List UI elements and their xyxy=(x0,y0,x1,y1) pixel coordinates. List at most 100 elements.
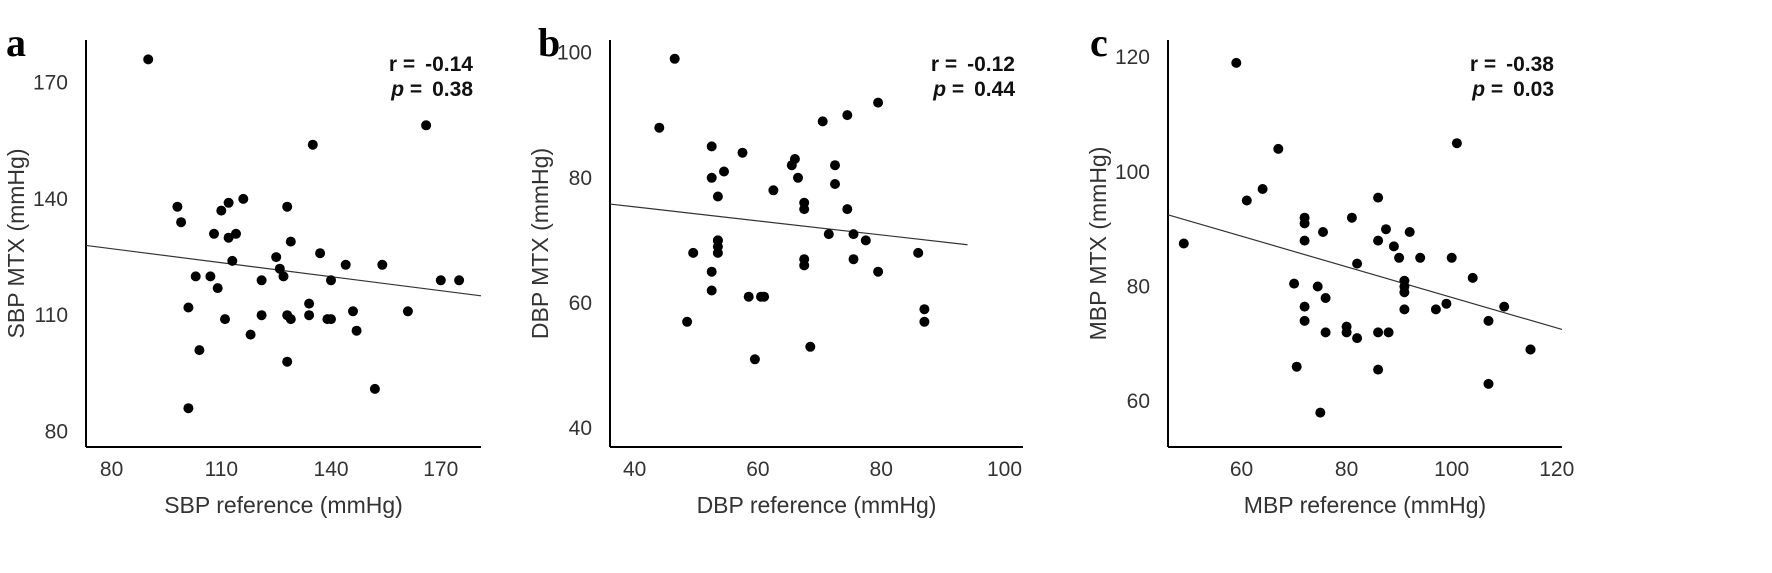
r-statistic: r = -0.38 xyxy=(1470,53,1554,76)
data-point xyxy=(231,228,241,239)
data-point xyxy=(873,97,884,108)
data-point xyxy=(1373,364,1384,375)
data-point xyxy=(682,316,693,327)
p-statistic: p = 0.38 xyxy=(390,78,473,101)
r-label: r = xyxy=(1470,53,1496,76)
y-axis-title: DBP MTX (mmHg) xyxy=(527,148,553,339)
data-point xyxy=(377,259,388,270)
data-point xyxy=(1289,278,1300,289)
p-value: 0.38 xyxy=(432,78,473,101)
data-point xyxy=(919,304,930,315)
data-point xyxy=(1430,304,1441,315)
data-point xyxy=(706,266,717,277)
data-point xyxy=(805,341,816,352)
x-tick-labels: 60 80 100 120 xyxy=(1230,458,1574,481)
data-point xyxy=(1404,227,1415,237)
data-point xyxy=(183,302,194,313)
data-point xyxy=(282,356,293,367)
data-point xyxy=(706,172,717,183)
p-equals: = xyxy=(404,78,422,101)
data-point xyxy=(369,383,380,394)
x-tick-labels: 80 110 140 170 xyxy=(100,458,458,481)
p-statistic: p = 0.03 xyxy=(1471,78,1554,101)
data-point xyxy=(1383,327,1394,338)
data-point xyxy=(307,139,318,150)
data-point xyxy=(1341,327,1352,338)
x-axis-title: MBP reference (mmHg) xyxy=(1244,492,1486,518)
data-point xyxy=(1373,235,1384,246)
r-value: -0.38 xyxy=(1506,53,1554,76)
data-point xyxy=(669,53,680,64)
data-point xyxy=(1291,361,1302,372)
data-point xyxy=(1318,227,1328,237)
data-point xyxy=(860,235,871,246)
data-point xyxy=(799,260,810,271)
data-point xyxy=(1352,333,1363,344)
data-point xyxy=(1178,238,1189,249)
data-point xyxy=(1352,258,1363,269)
data-point xyxy=(759,291,770,302)
data-points xyxy=(654,53,930,365)
data-point xyxy=(1381,224,1391,235)
data-point xyxy=(1320,327,1331,338)
scatter-panel-a: a 80 110 140 170 80 110 140 170 SBP reference … xyxy=(3,20,482,518)
data-point xyxy=(842,204,853,215)
scatter-panel-c: c 60 80 100 120 60 80 100 120 MBP reference (m… xyxy=(1085,20,1574,518)
data-point xyxy=(256,275,267,286)
data-point xyxy=(209,228,219,239)
data-point xyxy=(285,314,296,325)
y-tick-labels: 80 110 140 170 xyxy=(33,72,68,444)
data-point xyxy=(216,205,227,216)
x-tick-label: 100 xyxy=(987,458,1022,481)
data-point xyxy=(274,263,285,274)
data-point xyxy=(913,247,924,258)
panel-label-a: a xyxy=(6,20,26,65)
panel-label-c: c xyxy=(1090,20,1108,65)
data-points xyxy=(143,54,465,414)
p-statistic: p = 0.44 xyxy=(932,78,1015,101)
p-label: p xyxy=(932,78,946,101)
data-point xyxy=(1257,184,1268,194)
y-tick-label: 80 xyxy=(1127,275,1150,298)
data-point xyxy=(340,259,351,270)
data-point xyxy=(817,116,828,127)
scatter-panel-b: b 40 60 80 100 40 60 80 100 DBP reference (mmH… xyxy=(527,20,1023,518)
data-point xyxy=(719,166,729,177)
data-point xyxy=(1399,304,1410,315)
p-value: 0.03 xyxy=(1513,78,1554,101)
data-point xyxy=(737,147,748,158)
data-point xyxy=(1241,195,1252,206)
y-tick-label: 100 xyxy=(557,42,592,65)
data-point xyxy=(743,291,754,302)
data-point xyxy=(688,247,699,258)
p-value: 0.44 xyxy=(974,78,1015,101)
data-point xyxy=(223,232,234,243)
data-point xyxy=(1273,143,1284,154)
data-points xyxy=(1178,57,1536,418)
y-tick-label: 80 xyxy=(569,167,592,190)
data-point xyxy=(454,275,465,286)
data-point xyxy=(220,314,230,325)
data-point xyxy=(172,201,183,212)
data-point xyxy=(282,201,293,212)
data-point xyxy=(1415,252,1426,263)
data-point xyxy=(1399,287,1410,298)
data-point xyxy=(1373,327,1384,338)
r-statistic: r = -0.12 xyxy=(931,53,1015,76)
data-point xyxy=(1312,281,1323,292)
data-point xyxy=(799,204,810,215)
x-axis-title: DBP reference (mmHg) xyxy=(697,492,937,518)
y-tick-label: 140 xyxy=(33,188,68,211)
x-tick-label: 140 xyxy=(314,458,349,481)
data-point xyxy=(1451,138,1462,149)
data-point xyxy=(830,179,840,189)
data-point xyxy=(1483,378,1494,389)
data-point xyxy=(873,266,884,277)
data-point xyxy=(768,185,779,196)
y-tick-label: 120 xyxy=(1115,46,1150,69)
data-point xyxy=(212,283,223,294)
x-tick-label: 170 xyxy=(423,458,458,481)
y-tick-labels: 40 60 80 100 xyxy=(557,42,592,441)
x-tick-label: 80 xyxy=(1335,458,1358,481)
data-point xyxy=(1388,241,1399,252)
